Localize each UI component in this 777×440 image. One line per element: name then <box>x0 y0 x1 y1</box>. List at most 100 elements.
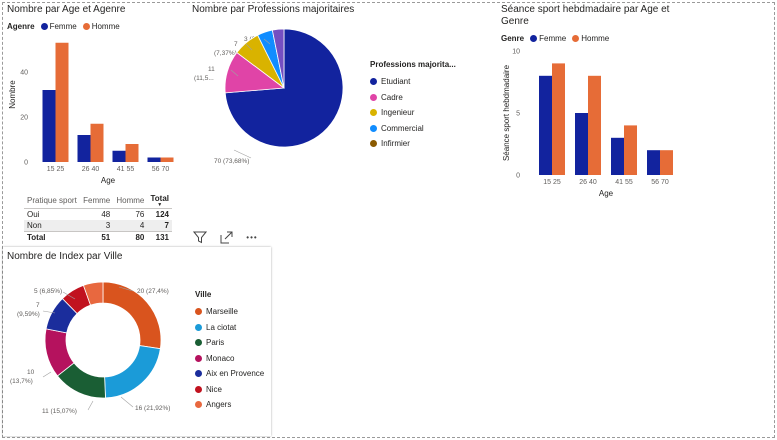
legend-label: Homme <box>581 34 610 43</box>
donut-label-laciotat: 16 (21,92%) <box>135 405 170 412</box>
legend-item-ingenieur[interactable]: Ingenieur <box>370 105 456 121</box>
matrix-header-total[interactable]: Total ▼ <box>147 193 172 209</box>
matrix-cell: 51 <box>80 231 114 243</box>
chart-title: Séance sport hebdmadaire par Age et Genr… <box>501 4 669 28</box>
age-genre-chart[interactable]: Nombre par Age et Agenre Agenre Femme Ho… <box>0 0 185 190</box>
pie-label-cadre: 11 <box>208 66 215 73</box>
legend-item-etudiant[interactable]: Etudiant <box>370 74 456 90</box>
matrix-cell: Oui <box>27 210 40 219</box>
matrix-cell: 7 <box>147 220 172 232</box>
professions-pie-chart[interactable]: Nombre par Professions majoritaires 70 (… <box>186 0 486 170</box>
legend-item-homme[interactable]: Homme <box>82 22 120 31</box>
matrix-header[interactable]: Pratique sport <box>24 193 80 209</box>
matrix-cell: Total <box>24 231 80 243</box>
x-tick-label: 26 40 <box>579 179 597 186</box>
y-tick-label: 0 <box>24 160 28 167</box>
legend-label: Paris <box>206 338 225 348</box>
bar-homme <box>160 157 174 162</box>
chart-legend: Genre Femme Homme <box>501 34 609 43</box>
pie-label-ingenieur: (7,37%) <box>214 50 237 57</box>
slice-infirmier <box>271 28 285 89</box>
legend-item-homme[interactable]: Homme <box>572 34 609 43</box>
y-axis-label: Séance sport hebdmadaire <box>502 64 511 161</box>
x-tick-label: 56 70 <box>152 166 170 173</box>
legend-item-angers[interactable]: Angers <box>195 397 264 413</box>
legend-item-aix[interactable]: Aix en Provence <box>195 366 264 382</box>
legend-dot <box>572 35 580 42</box>
bar-homme <box>552 63 565 175</box>
legend-title: Agenre <box>7 22 35 31</box>
legend-item-nice[interactable]: Nice <box>195 382 264 398</box>
legend-item-cadre[interactable]: Cadre <box>370 90 456 106</box>
legend-dot <box>370 93 377 101</box>
bar-homme <box>588 75 601 175</box>
y-tick-label: 20 <box>20 115 28 122</box>
focus-mode-icon[interactable] <box>218 230 234 244</box>
visual-header-toolbar: ••• <box>192 230 260 244</box>
pie-label-ingenieur: 7 <box>234 41 238 48</box>
bar-femme <box>147 157 161 162</box>
focus-mode-icon-glyph <box>220 231 232 243</box>
leader-line <box>42 371 52 378</box>
y-tick-label: 40 <box>20 70 28 77</box>
more-options-icon[interactable]: ••• <box>246 232 258 242</box>
y-axis-label: Nombre <box>8 80 17 109</box>
legend-label: Femme <box>49 22 77 31</box>
legend-item-marseille[interactable]: Marseille <box>195 304 264 320</box>
legend-item-infirmier[interactable]: Infirmier <box>370 136 456 152</box>
legend-dot <box>40 23 48 30</box>
legend-item-femme[interactable]: Femme <box>40 22 77 31</box>
bar-homme <box>624 125 637 175</box>
filter-icon[interactable] <box>192 230 208 244</box>
donut-chart-plot: 20 (27,4%) 16 (21,92%) 11 (15,07%) 10 (1… <box>10 281 170 415</box>
seance-sport-chart[interactable]: Séance sport hebdmadaire par Age et Genr… <box>497 0 697 200</box>
pie-label-cadre: (11,5... <box>194 75 214 82</box>
legend-item-laciotat[interactable]: La ciotat <box>195 320 264 336</box>
chart-title-line: Genre <box>501 16 529 27</box>
leader-line <box>118 286 134 292</box>
legend-title: Professions majorita... <box>370 60 456 69</box>
bar-femme <box>611 137 624 175</box>
chart-legend: Agenre Femme Homme <box>7 22 120 31</box>
donut-label-monaco: (13,7%) <box>10 378 33 385</box>
x-tick-label: 41 55 <box>117 166 135 173</box>
x-tick-label: 26 40 <box>82 166 100 173</box>
legend-item-femme[interactable]: Femme <box>530 34 566 43</box>
matrix-row: Oui 48 76 124 <box>24 209 172 221</box>
matrix-cell: 80 <box>113 231 148 243</box>
legend-dot <box>370 109 377 117</box>
leader-line <box>233 149 252 159</box>
leader-line <box>42 310 56 314</box>
matrix-cell: 131 <box>147 231 172 243</box>
chart-title-line: Séance sport hebdmadaire par Age et <box>501 4 670 15</box>
pratique-sport-matrix[interactable]: Pratique sport Femme Homme Total ▼ Oui 48… <box>24 193 172 243</box>
y-tick-label: 5 <box>516 111 520 118</box>
donut-label-marseille: 20 (27,4%) <box>137 288 169 295</box>
ville-donut-chart[interactable]: Nombre de Index par Ville 20 (27,4%) 16 … <box>3 247 271 436</box>
legend-label: Monaco <box>206 353 235 363</box>
donut-label-aix: 7 <box>36 302 40 309</box>
legend-dot <box>195 354 202 362</box>
chart-title: Nombre de Index par Ville <box>7 251 123 262</box>
pie-chart-plot: 70 (73,68%) 11 (11,5... 7 (7,37%) 3 (3,1… <box>194 28 344 165</box>
donut-label-aix: (9,59%) <box>17 311 40 318</box>
legend-dot <box>195 370 202 378</box>
legend-dot <box>195 401 202 409</box>
legend-dot <box>195 323 202 331</box>
matrix-cell: 48 <box>101 210 111 219</box>
matrix-cell: 3 <box>80 220 114 232</box>
bar-homme <box>660 150 673 175</box>
legend-label: Cadre <box>381 92 403 102</box>
legend-item-commercial[interactable]: Commercial <box>370 121 456 137</box>
matrix-cell: Non <box>24 220 80 232</box>
filter-icon-glyph <box>193 231 207 243</box>
matrix-header[interactable]: Femme <box>80 193 114 209</box>
leader-line <box>245 43 253 51</box>
chart-legend: Ville Marseille La ciotat Paris Monaco A… <box>195 290 264 413</box>
legend-item-monaco[interactable]: Monaco <box>195 351 264 367</box>
bar-femme <box>575 113 588 175</box>
leader-line <box>87 400 94 411</box>
matrix-header[interactable]: Homme <box>113 193 148 209</box>
legend-item-paris[interactable]: Paris <box>195 335 264 351</box>
x-tick-label: 15 25 <box>47 166 65 173</box>
